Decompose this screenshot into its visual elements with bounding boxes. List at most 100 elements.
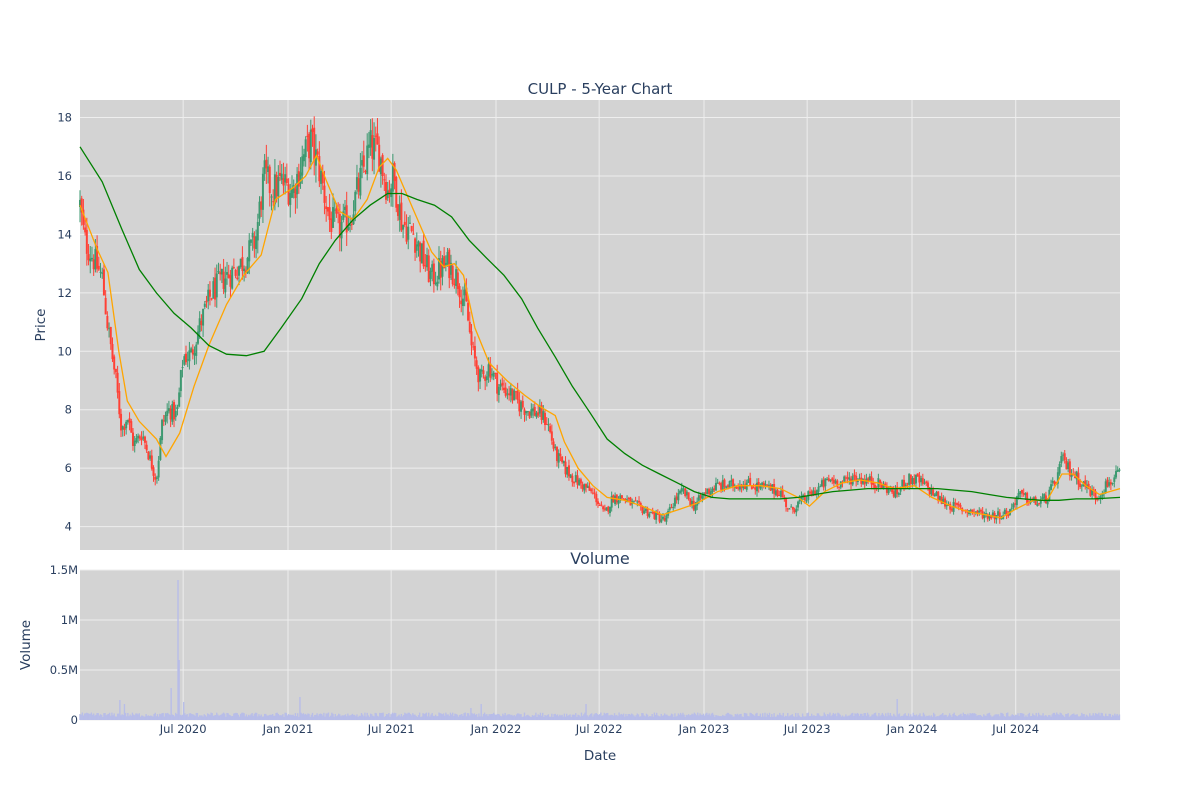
- date-x-tick-label: Jul 2020: [159, 722, 207, 736]
- volume-bar: [1118, 714, 1121, 720]
- candle-up: [390, 188, 393, 198]
- volume-bar: [1100, 712, 1102, 720]
- volume-bar: [307, 713, 309, 720]
- volume-bar: [197, 716, 200, 720]
- volume-bar: [102, 716, 104, 720]
- volume-bar: [1082, 714, 1084, 720]
- volume-bar: [798, 715, 800, 720]
- candle-up: [277, 177, 280, 197]
- volume-bar: [186, 714, 188, 720]
- price-chart-title: CULP - 5-Year Chart: [528, 80, 673, 98]
- volume-bar: [946, 716, 949, 720]
- volume-bar: [360, 713, 363, 720]
- candle-down: [326, 207, 329, 212]
- candle-up: [1058, 464, 1061, 474]
- volume-bar: [918, 714, 920, 720]
- volume-bar: [923, 714, 926, 720]
- volume-bar: [1026, 716, 1028, 720]
- volume-bar: [325, 713, 327, 720]
- volume-bar: [176, 714, 178, 720]
- candle-down: [663, 518, 666, 521]
- candle-down: [140, 438, 143, 441]
- candle-up: [292, 185, 295, 194]
- candle-up: [868, 476, 871, 481]
- volume-bar: [1050, 716, 1052, 720]
- volume-bar: [180, 715, 183, 720]
- volume-bar: [580, 712, 583, 720]
- volume-bar: [726, 712, 729, 720]
- volume-bar: [293, 715, 295, 720]
- volume-bar: [792, 716, 795, 720]
- volume-bar: [1076, 714, 1078, 720]
- volume-bar: [234, 713, 236, 720]
- volume-bar: [943, 715, 945, 720]
- candle-up: [988, 514, 991, 519]
- candle-up: [815, 490, 818, 495]
- volume-bar: [1116, 713, 1118, 720]
- volume-bar: [357, 716, 359, 720]
- volume-bar: [563, 713, 566, 720]
- volume-bar: [723, 715, 725, 720]
- moving-average-lines: [79, 146, 1121, 519]
- price-y-tick-label: 16: [57, 169, 72, 183]
- candle-down: [998, 512, 1001, 520]
- volume-bar: [822, 715, 824, 720]
- candle-up: [542, 411, 545, 420]
- volume-bar: [83, 713, 86, 720]
- volume-bar: [604, 713, 607, 720]
- volume-bar: [430, 714, 432, 720]
- candle-down: [102, 269, 105, 296]
- candle-up: [126, 419, 129, 423]
- candle-down: [514, 391, 517, 393]
- volume-bar: [434, 714, 437, 720]
- candle-up: [930, 488, 933, 495]
- volume-bar: [463, 713, 465, 720]
- volume-bar: [673, 716, 675, 720]
- candle-down: [453, 283, 456, 285]
- volume-bar: [282, 714, 284, 720]
- candle-up: [79, 199, 81, 207]
- candle-up: [441, 258, 444, 277]
- candle-up: [255, 236, 258, 250]
- volume-bar: [671, 714, 674, 720]
- volume-bar: [782, 712, 784, 720]
- price-y-tick-label: 12: [57, 286, 72, 300]
- candle-down: [956, 503, 959, 505]
- candle-down: [776, 489, 779, 496]
- candle-up: [215, 273, 218, 298]
- volume-bar: [751, 714, 754, 720]
- volume-bar: [783, 716, 786, 720]
- volume-bar: [1065, 713, 1067, 720]
- volume-bar: [99, 714, 102, 720]
- volume-bar: [261, 716, 264, 720]
- candle-down: [374, 135, 377, 137]
- candle-down: [114, 368, 117, 373]
- volume-bar: [353, 714, 356, 720]
- volume-bar: [865, 715, 868, 720]
- volume-plot-area[interactable]: [80, 570, 1120, 720]
- candle-down: [460, 300, 463, 305]
- candle-up: [429, 270, 432, 279]
- volume-bar: [1027, 714, 1029, 720]
- volume-bar: [935, 716, 937, 720]
- volume-bar: [740, 713, 742, 720]
- candle-up: [1003, 509, 1006, 515]
- candle-down: [831, 478, 834, 481]
- volume-bar: [930, 715, 933, 720]
- volume-bar: [938, 715, 941, 720]
- candle-up: [491, 374, 494, 376]
- volume-bar: [940, 714, 943, 720]
- volume-bar: [821, 716, 823, 720]
- price-plot-area[interactable]: [80, 100, 1120, 550]
- volume-bar: [603, 712, 605, 720]
- volume-bar: [519, 714, 521, 720]
- candle-down: [227, 274, 230, 278]
- volume-bar: [279, 715, 282, 720]
- candle-down: [735, 486, 738, 489]
- candle-up: [945, 505, 948, 507]
- volume-bar: [247, 714, 250, 720]
- candle-down: [571, 475, 574, 483]
- candle-up: [709, 491, 712, 496]
- volume-bar: [1081, 712, 1083, 720]
